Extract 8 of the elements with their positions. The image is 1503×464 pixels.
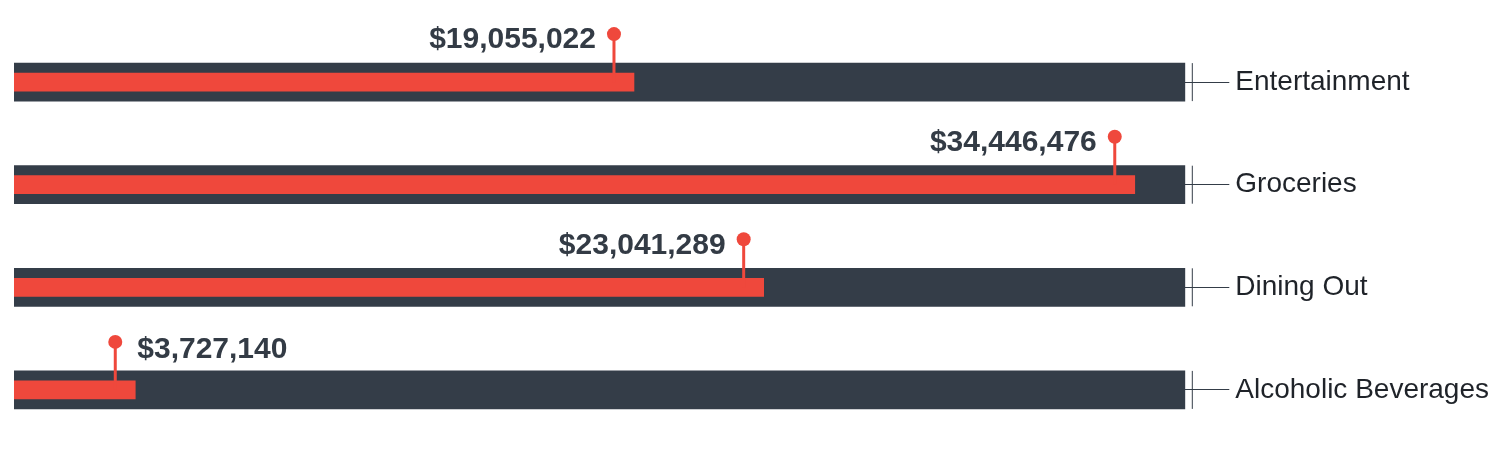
- data-label: $23,041,289: [558, 226, 726, 260]
- y-tick-label: Dining Out: [1235, 270, 1368, 302]
- data-label: $3,727,140: [137, 331, 288, 365]
- y-tick-label: Entertainment: [1235, 64, 1410, 96]
- y-tick-label: Groceries: [1235, 167, 1357, 199]
- data-label: $34,446,476: [929, 123, 1097, 157]
- data-label: $19,055,022: [429, 21, 596, 55]
- y-tick-label: Alcoholic Beverages: [1235, 372, 1490, 404]
